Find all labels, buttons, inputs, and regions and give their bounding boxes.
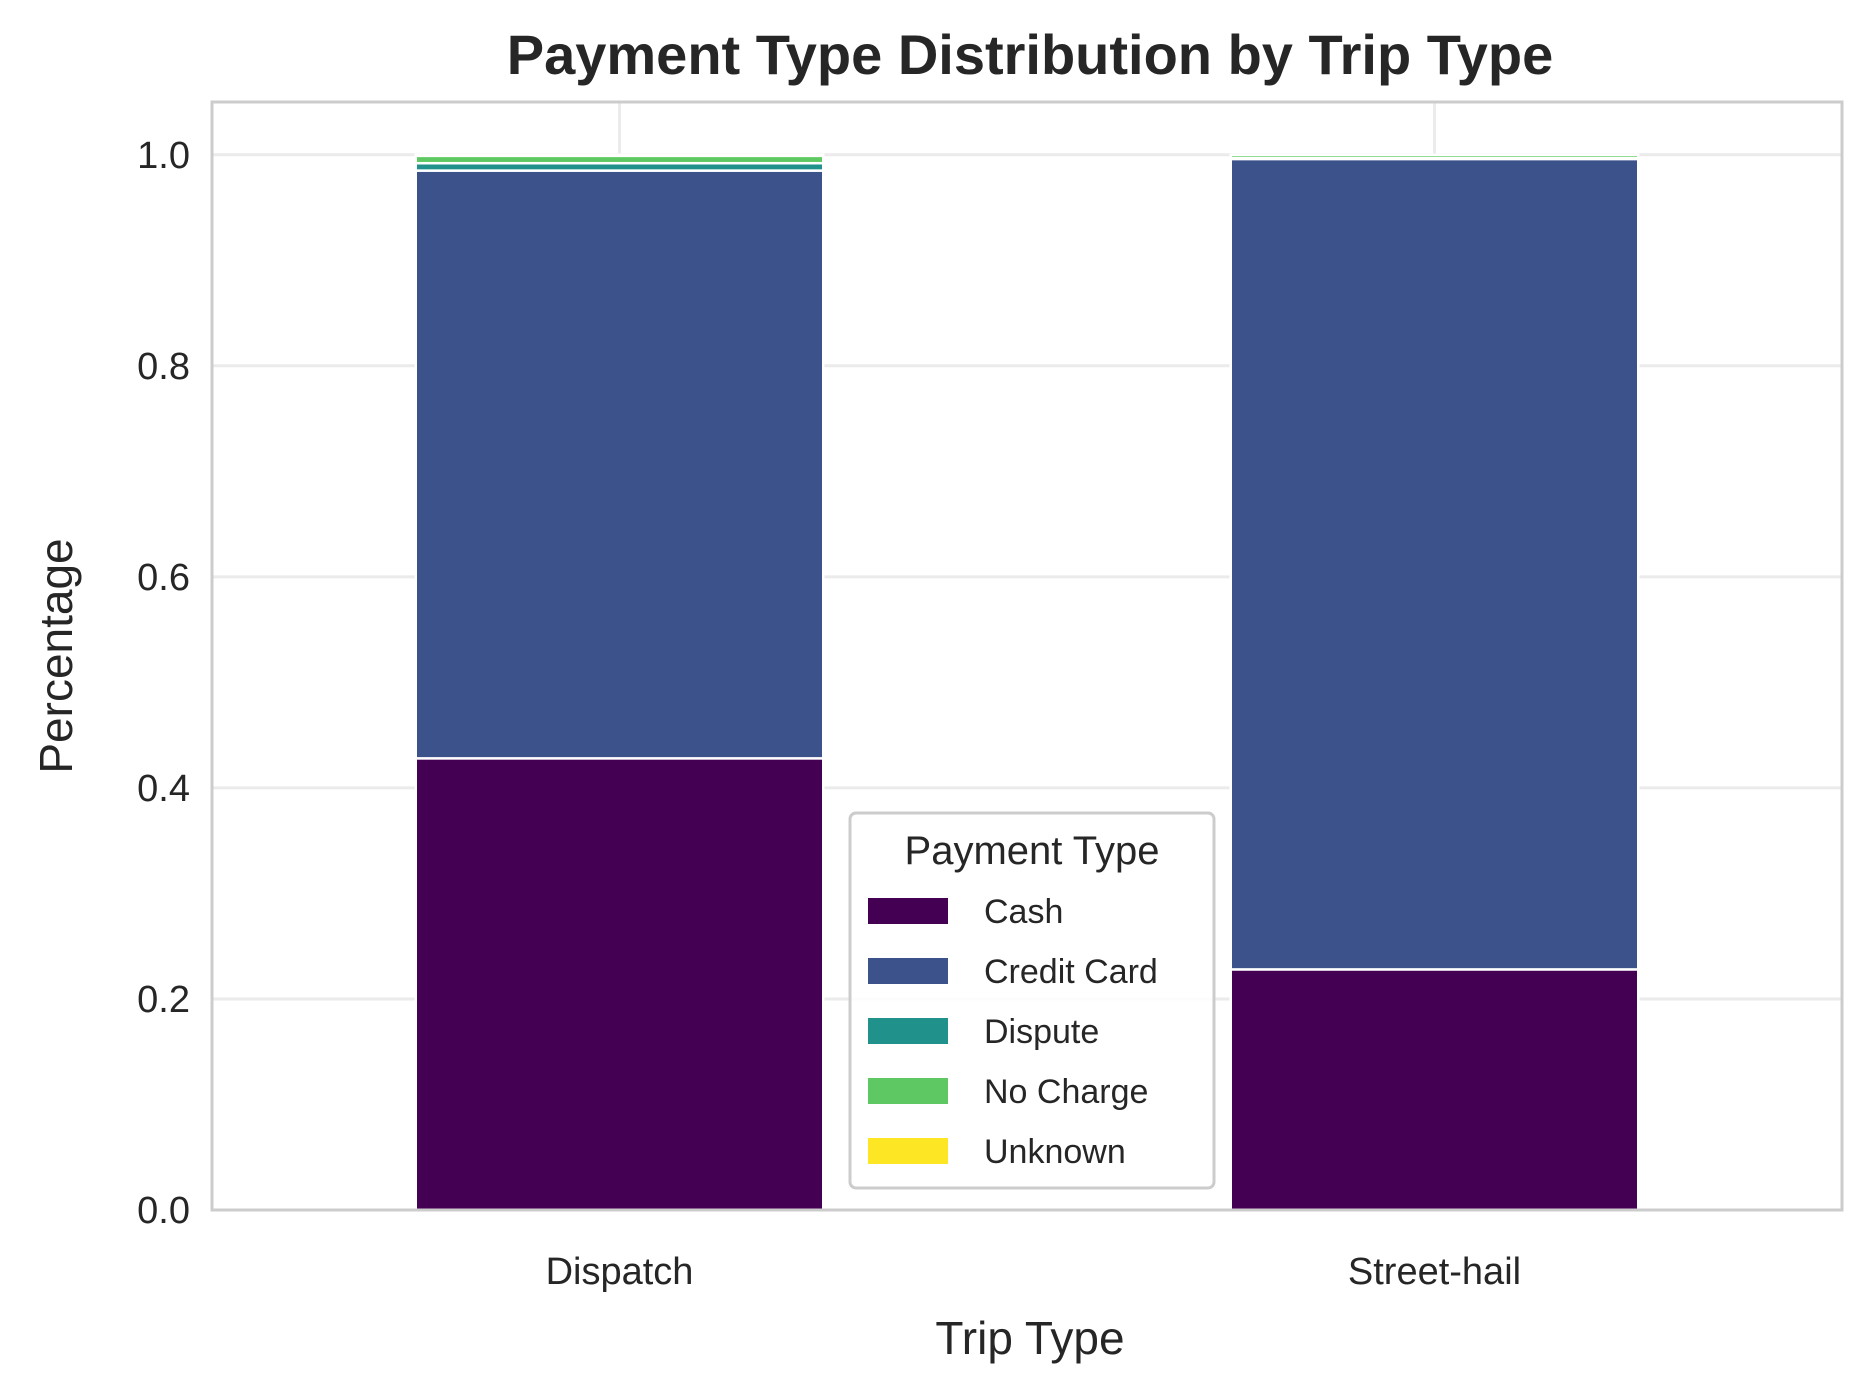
bar-segment-unknown-dispatch [414, 153, 825, 158]
legend-swatch-cash [868, 898, 948, 924]
bar-segment-credit-card-dispatch [414, 169, 825, 760]
plot-frame [210, 100, 1844, 1212]
bar-segment-cash-street-hail [1229, 968, 1640, 1212]
legend-swatch-no-charge [868, 1078, 948, 1104]
legend-title: Payment Type [905, 829, 1160, 873]
legend-items: Cash Credit Card Dispute No Charge Unknown [868, 893, 1158, 1171]
y-tick-label: 0.8 [137, 346, 190, 388]
x-axis-label: Trip Type [935, 1312, 1124, 1364]
x-axis-ticks: Dispatch Street-hail [546, 1251, 1522, 1293]
y-tick-label: 1.0 [137, 135, 190, 177]
y-tick-label: 0.4 [137, 768, 190, 810]
y-tick-label: 0.6 [137, 557, 190, 599]
bar-segment-no-charge-street-hail [1229, 153, 1640, 160]
legend-label-credit-card: Credit Card [984, 953, 1158, 991]
bars-layer [414, 153, 1640, 1212]
y-axis-ticks: 0.0 0.2 0.4 0.6 0.8 1.0 [137, 135, 190, 1232]
x-tick-label: Dispatch [546, 1251, 694, 1293]
x-tick-label: Street-hail [1348, 1251, 1521, 1293]
legend-label-unknown: Unknown [984, 1133, 1126, 1171]
legend: Payment Type Cash Credit Card Dispute No Ch… [848, 811, 1216, 1190]
bar-segment-credit-card-street-hail [1229, 157, 1640, 971]
legend-label-cash: Cash [984, 893, 1063, 931]
legend-swatch-credit-card [868, 958, 948, 984]
legend-label-no-charge: No Charge [984, 1073, 1148, 1111]
y-tick-label: 0.0 [137, 1190, 190, 1232]
legend-swatch-unknown [868, 1138, 948, 1164]
legend-swatch-dispute [868, 1018, 948, 1044]
y-tick-label: 0.2 [137, 979, 190, 1021]
bar-segment-cash-dispatch [414, 757, 825, 1212]
legend-label-dispute: Dispute [984, 1013, 1099, 1051]
y-axis-label: Percentage [30, 538, 82, 773]
chart-title: Payment Type Distribution by Trip Type [507, 23, 1554, 86]
